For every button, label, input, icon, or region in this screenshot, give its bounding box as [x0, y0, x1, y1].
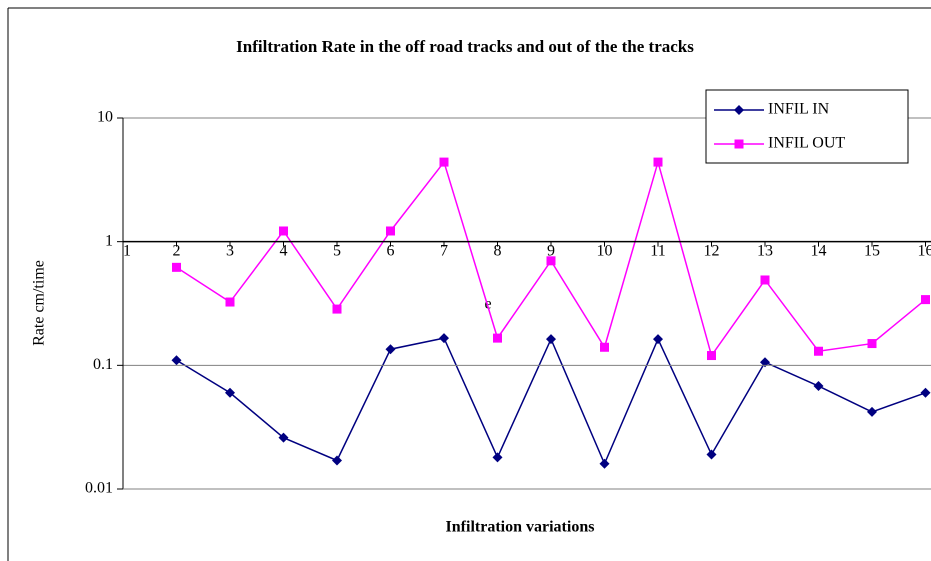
- plot: [171, 157, 931, 469]
- y-tick-label: 1: [105, 232, 113, 249]
- marker: [171, 355, 182, 366]
- series-line: [176, 337, 926, 466]
- marker: [867, 406, 877, 417]
- marker: [653, 157, 663, 167]
- marker: [332, 304, 342, 314]
- marker: [814, 346, 823, 356]
- x-tick-label: 3: [226, 242, 234, 259]
- marker: [332, 455, 342, 466]
- annotation: e: [484, 296, 491, 313]
- x-tick-label: 14: [811, 242, 827, 259]
- marker: [653, 334, 663, 345]
- marker: [600, 342, 609, 352]
- x-tick-label: 15: [864, 242, 880, 259]
- marker: [734, 139, 744, 149]
- marker: [546, 334, 556, 345]
- x-tick-label: 5: [333, 242, 341, 259]
- x-tick-label: 9: [547, 242, 555, 259]
- x-tick-label: 8: [494, 242, 502, 259]
- marker: [225, 297, 235, 307]
- marker: [760, 275, 770, 285]
- marker: [599, 458, 610, 469]
- marker: [278, 432, 289, 443]
- chart-title: Infiltration Rate in the off road tracks…: [236, 37, 694, 56]
- y-axis-title: Rate cm/time: [31, 260, 48, 346]
- legend-label: INFIL IN: [768, 101, 830, 118]
- marker: [225, 387, 235, 398]
- x-tick-label: 2: [173, 242, 181, 259]
- marker: [920, 387, 931, 398]
- marker: [172, 262, 181, 272]
- y-tick-label: 10: [97, 109, 113, 126]
- x-tick-label: 16: [918, 242, 931, 259]
- x-tick-label: 1: [123, 242, 131, 259]
- marker: [760, 357, 770, 368]
- marker: [493, 333, 502, 343]
- marker: [867, 339, 877, 349]
- x-tick-label: 11: [650, 242, 665, 259]
- marker: [546, 256, 556, 266]
- x-tick-label: 6: [387, 242, 395, 259]
- marker: [734, 105, 744, 115]
- marker: [279, 226, 288, 236]
- marker: [921, 295, 930, 305]
- x-tick-label: 13: [757, 242, 773, 259]
- x-tick-label: 10: [597, 242, 613, 259]
- marker: [385, 344, 396, 355]
- x-tick-label: 4: [280, 242, 288, 259]
- y-tick-label: 0.01: [85, 480, 113, 497]
- marker: [386, 226, 395, 236]
- legend-label: INFIL OUT: [768, 135, 845, 152]
- legend-box: [705, 89, 909, 164]
- marker: [707, 351, 716, 361]
- marker: [492, 452, 503, 463]
- marker: [439, 157, 449, 167]
- marker: [439, 333, 449, 344]
- y-tick-label: 0.1: [93, 356, 113, 373]
- marker: [706, 449, 717, 460]
- x-tick-label: 12: [704, 242, 720, 259]
- x-axis-title: Infiltration variations: [446, 519, 595, 536]
- marker: [813, 381, 824, 392]
- x-tick-label: 7: [440, 242, 448, 259]
